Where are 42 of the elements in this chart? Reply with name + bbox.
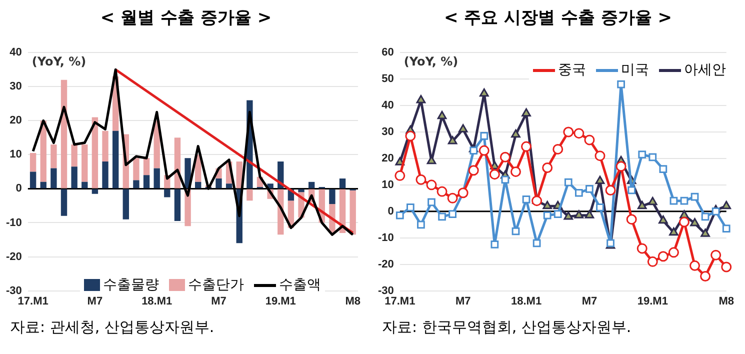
x-tick-label: 18.M1: [142, 295, 172, 308]
y-tick-label: 20: [382, 152, 394, 164]
y-tick-label: -10: [378, 232, 394, 244]
x-tick-label: M7: [211, 295, 226, 308]
legend-label: 중국: [558, 61, 586, 79]
text: 자료: 관세청, 산업통상자원부.: [10, 318, 214, 337]
y-tick-label: -20: [378, 258, 394, 270]
x-tick-label: M8: [718, 295, 734, 308]
text: 자료: 한국무역협회, 산업통상자원부.: [382, 318, 632, 337]
y-tick-label: -30: [378, 284, 394, 297]
y-tick-label: 10: [10, 148, 22, 161]
legend-label: 수출단가: [188, 276, 244, 294]
y-tick-label: -30: [6, 284, 22, 297]
x-tick-label: M7: [87, 295, 103, 308]
y-tick-label: 0: [16, 182, 22, 195]
y-tick-label: 20: [10, 114, 22, 127]
chart-title: < 주요 시장별 수출 증가율 >: [442, 7, 674, 29]
y-tick-label: 10: [382, 178, 394, 191]
legend-label: 아세안: [684, 61, 726, 79]
y-tick-label: -10: [6, 216, 22, 229]
y-tick-label: 30: [382, 126, 394, 138]
x-tick-label: M7: [455, 295, 471, 308]
y-tick-label: 0: [388, 205, 394, 218]
chart-title: < 월별 수출 증가율 >: [99, 7, 273, 29]
x-tick-label: 17.M1: [18, 295, 48, 308]
x-tick-label: M8: [345, 295, 360, 308]
x-tick-label: 19.M1: [265, 295, 296, 308]
y-tick-label: 40: [10, 46, 22, 59]
x-tick-label: 18.M1: [510, 295, 542, 308]
x-tick-label: M7: [582, 295, 598, 308]
legend-label: 미국: [621, 61, 649, 79]
legend-label: 수출액: [279, 276, 321, 294]
y-tick-label: 40: [382, 100, 394, 112]
annotation: (YoY, %): [404, 54, 458, 69]
y-tick-label: 50: [382, 73, 394, 86]
x-tick-label: 17.M1: [384, 295, 416, 308]
legend-label: 수출물량: [103, 276, 159, 294]
x-tick-label: 19.M1: [637, 295, 668, 308]
y-tick-label: 30: [10, 80, 22, 93]
y-tick-label: -20: [6, 250, 22, 263]
y-tick-label: 60: [382, 46, 394, 59]
annotation: (YoY, %): [32, 54, 86, 69]
